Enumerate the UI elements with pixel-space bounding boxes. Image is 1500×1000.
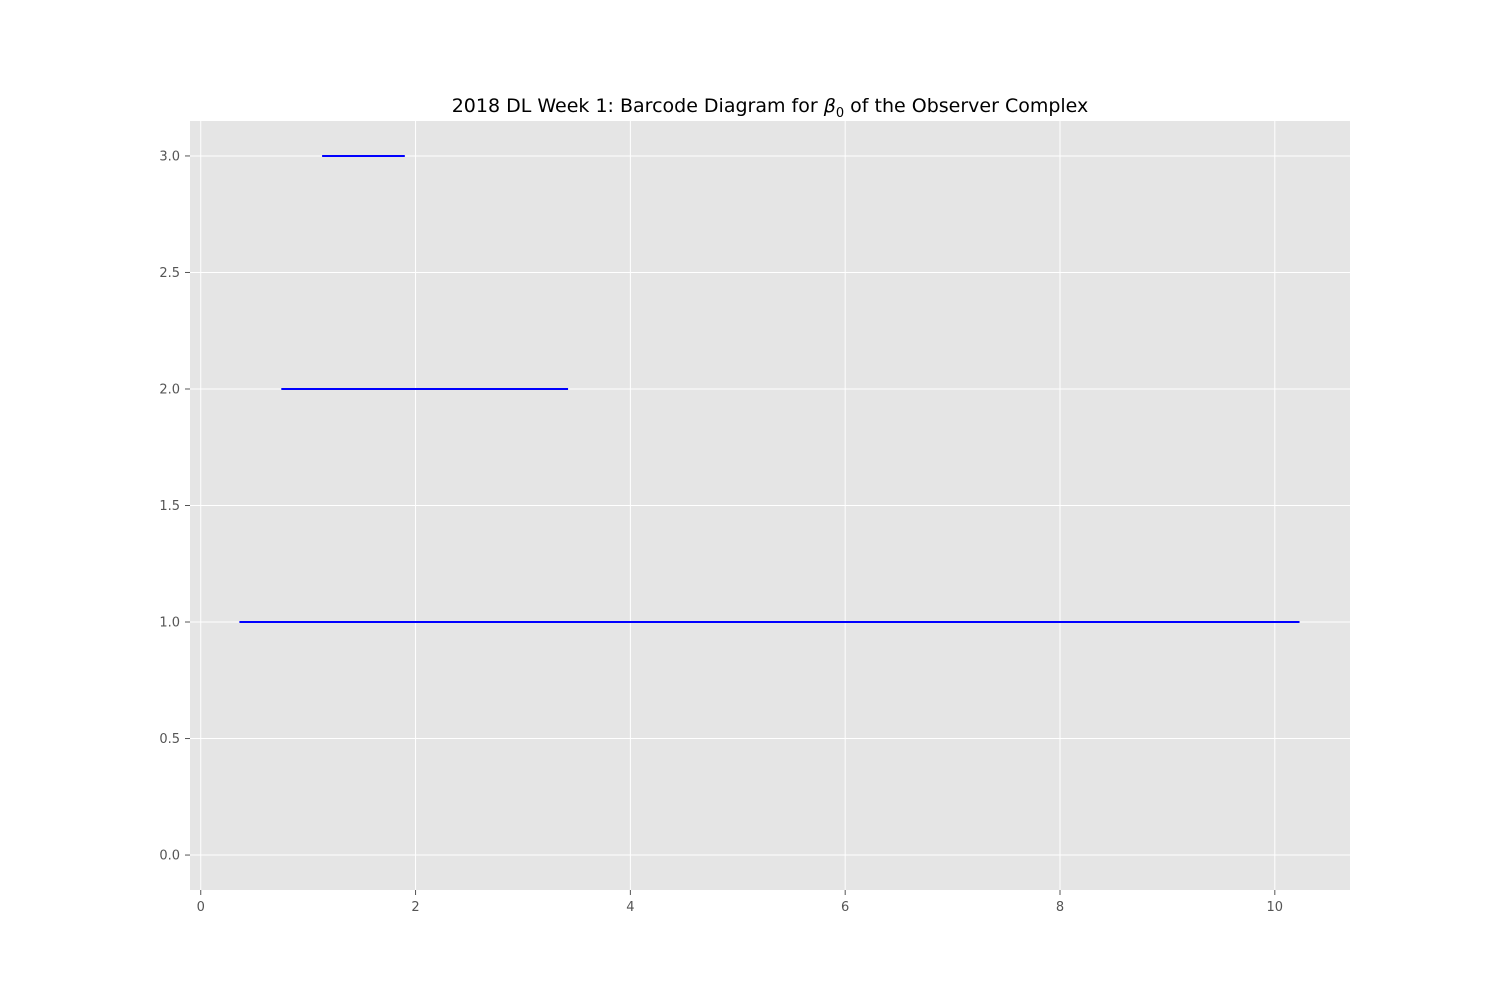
- x-axis: 0 2 4 6 8 10: [197, 890, 1283, 915]
- barcode-bars: [239, 154, 1300, 624]
- y-tick-label: 0.5: [159, 732, 180, 747]
- title-symbol: β: [823, 95, 836, 117]
- y-tick-label: 1.0: [159, 616, 180, 631]
- y-tick-label: 2.5: [159, 266, 180, 281]
- x-tick-label: 2: [411, 900, 419, 915]
- x-tick-label: 0: [197, 900, 205, 915]
- title-suffix: of the Observer Complex: [844, 95, 1088, 117]
- title-prefix: 2018 DL Week 1: Barcode Diagram for: [452, 95, 824, 117]
- y-axis: 0.0 0.5 1.0 1.5 2.0 2.5 3.0: [159, 149, 190, 864]
- y-tick-label: 1.5: [159, 499, 180, 514]
- y-tick-label: 0.0: [159, 849, 180, 864]
- x-tick-label: 8: [1056, 900, 1064, 915]
- y-tick-label: 3.0: [159, 149, 180, 164]
- title-subscript: 0: [836, 106, 844, 121]
- y-tick-label: 2.0: [159, 382, 180, 397]
- chart-title: 2018 DL Week 1: Barcode Diagram for β0 o…: [452, 95, 1089, 121]
- x-tick-label: 4: [626, 900, 634, 915]
- x-tick-label: 6: [841, 900, 849, 915]
- x-tick-label: 10: [1267, 900, 1284, 915]
